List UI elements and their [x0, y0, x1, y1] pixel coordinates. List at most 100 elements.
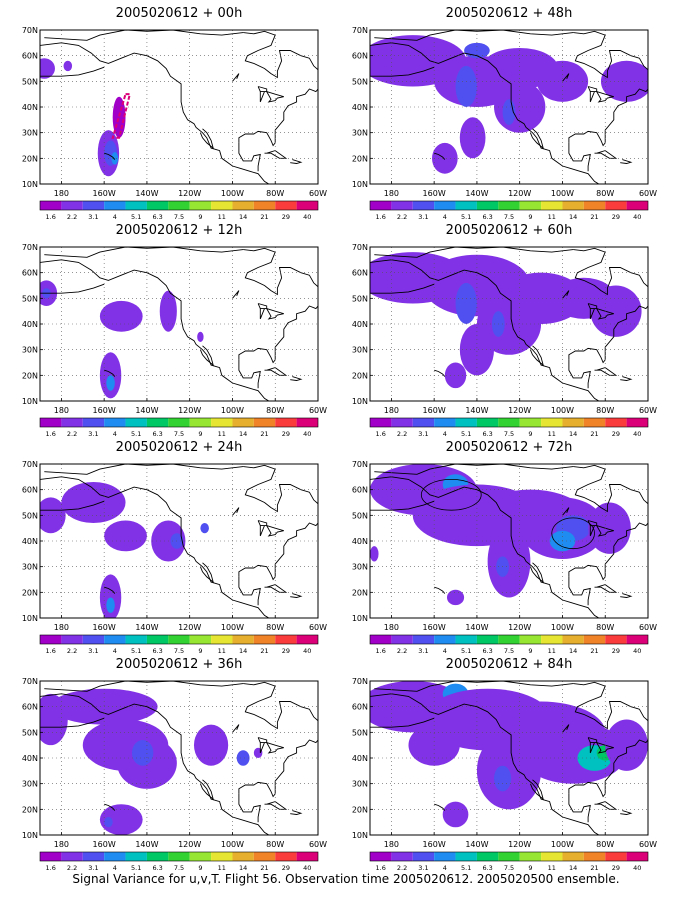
colorbar-swatch	[562, 418, 584, 427]
colorbar-swatch	[476, 635, 499, 644]
coastline	[529, 779, 545, 801]
colorbar-label: 2.2	[67, 864, 77, 872]
colorbar-swatch	[455, 201, 477, 210]
colorbar-swatch	[434, 852, 456, 861]
map-plot: 70N 60N 50N 40N 30N 20N 10N 180 160W 140W 120W 100W…	[14, 26, 344, 226]
variance-contour	[197, 331, 204, 342]
colorbar-label: 5.1	[461, 647, 471, 655]
colorbar-label: 9	[198, 647, 202, 655]
lon-label: 100W	[551, 623, 574, 632]
lat-label: 10N	[352, 397, 368, 406]
colorbar-swatch	[61, 852, 83, 861]
variance-contour	[193, 724, 229, 766]
colorbar-swatch	[211, 418, 233, 427]
lon-label: 100W	[551, 189, 574, 198]
lat-label: 40N	[22, 537, 38, 546]
lat-label: 10N	[22, 614, 38, 623]
lon-label: 60W	[309, 840, 327, 849]
colorbar-swatch	[605, 418, 627, 427]
coastline	[290, 593, 303, 598]
lat-label: 20N	[352, 154, 368, 163]
coastline	[232, 724, 240, 733]
coastline	[199, 345, 215, 367]
coastline	[434, 369, 446, 377]
lon-label: 80W	[596, 189, 614, 198]
colorbar-label: 5.1	[461, 430, 471, 438]
colorbar-label: 29	[612, 647, 620, 655]
flight-track	[111, 93, 132, 139]
lon-label: 120W	[178, 189, 201, 198]
lon-label: 80W	[266, 406, 284, 415]
lat-label: 20N	[352, 805, 368, 814]
coastline	[104, 152, 116, 160]
coastline	[573, 247, 648, 296]
lat-label: 40N	[352, 103, 368, 112]
lat-label: 50N	[352, 728, 368, 737]
lon-label: 140W	[135, 840, 158, 849]
colorbar-label: 29	[282, 647, 290, 655]
colorbar-label: 14	[239, 647, 247, 655]
colorbar-label: 7.5	[504, 647, 514, 655]
colorbar-swatch	[168, 201, 190, 210]
lon-label: 100W	[221, 189, 244, 198]
variance-contour	[159, 290, 177, 332]
colorbar-swatch	[296, 418, 318, 427]
variance-contour	[446, 589, 465, 606]
figure-caption: Signal Variance for u,v,T. Flight 56. Ob…	[72, 872, 620, 886]
lon-label: 160W	[93, 840, 116, 849]
coastline	[199, 562, 215, 584]
colorbar-label: 2.2	[397, 430, 407, 438]
colorbar-label: 7.5	[504, 430, 514, 438]
colorbar-swatch	[541, 635, 563, 644]
colorbar-swatch	[104, 201, 126, 210]
colorbar-label: 4	[113, 647, 117, 655]
colorbar-swatch	[391, 635, 413, 644]
lat-label: 60N	[22, 486, 38, 495]
coastline	[104, 586, 116, 594]
lon-label: 180	[384, 406, 399, 415]
colorbar-swatch	[391, 418, 413, 427]
variance-contour	[476, 293, 542, 355]
colorbar-swatch	[146, 852, 169, 861]
lon-label: 60W	[309, 623, 327, 632]
coastline	[562, 73, 570, 82]
colorbar-swatch	[626, 201, 648, 210]
lon-label: 160W	[423, 623, 446, 632]
lat-label: 50N	[352, 511, 368, 520]
lon-label: 160W	[93, 189, 116, 198]
lat-label: 60N	[22, 269, 38, 278]
lat-label: 40N	[352, 754, 368, 763]
coastline	[596, 308, 614, 320]
coastline	[370, 693, 600, 835]
colorbar-label: 21	[260, 430, 268, 438]
colorbar-label: 4	[443, 864, 447, 872]
lat-label: 20N	[352, 371, 368, 380]
lon-label: 140W	[135, 189, 158, 198]
colorbar-swatch	[146, 635, 169, 644]
colorbar-label: 9	[528, 430, 532, 438]
lat-label: 60N	[352, 269, 368, 278]
colorbar-label: 9	[528, 213, 532, 221]
colorbar-swatch	[583, 418, 606, 427]
colorbar-swatch	[125, 852, 147, 861]
coastline	[589, 91, 595, 103]
coastline	[44, 681, 244, 692]
colorbar-swatch	[541, 418, 563, 427]
panel-24h: 2005020612 + 24h 70N 60N 50N 40N 30N 20N 10N 18…	[14, 440, 344, 655]
variance-contour	[487, 525, 531, 598]
colorbar-label: 5.1	[461, 864, 471, 872]
coastline	[266, 308, 284, 320]
coastline	[290, 159, 303, 164]
lat-label: 60N	[22, 703, 38, 712]
variance-contour	[104, 520, 147, 552]
panel-36h: 2005020612 + 36h 70N 60N 50N 40N 30N 20N 10N 18…	[14, 657, 344, 872]
coastline	[40, 693, 270, 835]
map-svg: 70N 60N 50N 40N 30N 20N 10N 180 160W 140W 120W 100W…	[22, 26, 327, 221]
variance-contour	[99, 300, 143, 332]
colorbar-swatch	[476, 418, 499, 427]
map-plot: 70N 60N 50N 40N 30N 20N 10N 180 160W 140W 120W 100W…	[14, 243, 344, 443]
coastline	[243, 681, 318, 730]
lon-label: 100W	[221, 406, 244, 415]
colorbar-label: 40	[303, 864, 311, 872]
colorbar-label: 5.1	[131, 430, 141, 438]
